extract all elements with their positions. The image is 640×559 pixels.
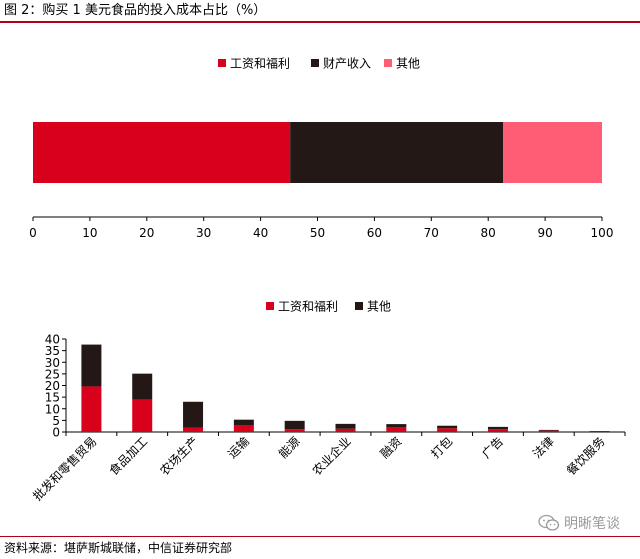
legend-label-1: 财产收入 [323, 57, 371, 71]
watermark-text: 明晰笔谈 [564, 516, 620, 532]
y-tick-label-8: 40 [45, 333, 60, 347]
legend-swatch-1 [311, 59, 319, 67]
bar-2-1 [183, 401, 204, 428]
x-tick-label-0: 0 [29, 226, 37, 240]
category-label-8: 广告 [479, 434, 506, 461]
bar-2-0 [183, 427, 204, 432]
bar-segment-0 [33, 122, 291, 183]
legend-swatch-2 [384, 59, 392, 67]
y-tick-label-5: 25 [45, 367, 60, 381]
x-tick-label-5: 50 [310, 226, 325, 240]
bar-7-1 [437, 425, 458, 429]
bar-9-1 [538, 429, 559, 431]
category-label-4: 能源 [276, 434, 303, 461]
bar-8-0 [487, 429, 508, 432]
bar-0-1 [81, 344, 102, 387]
legend-swatch-0 [266, 302, 274, 310]
wechat-icon [538, 514, 560, 531]
y-tick-label-2: 10 [45, 402, 60, 416]
bar-3-0 [233, 425, 254, 432]
bar-6-1 [386, 424, 407, 428]
legend-label-0: 工资和福利 [278, 299, 338, 314]
bar-6-0 [386, 427, 407, 432]
category-label-7: 打包 [428, 434, 455, 461]
x-tick-label-9: 90 [537, 226, 552, 240]
category-label-6: 融资 [378, 434, 405, 461]
category-label-2: 农场生产 [157, 434, 201, 478]
y-tick-label-6: 30 [45, 356, 60, 370]
category-label-1: 食品加工 [106, 434, 151, 479]
bar-segment-1 [290, 122, 503, 183]
source-note: 资料来源：堪萨斯城联储，中信证券研究部 [4, 541, 233, 555]
legend-label-2: 其他 [396, 57, 420, 71]
bar-9-0 [538, 430, 559, 432]
bar-1-0 [132, 399, 153, 432]
source-rule [0, 536, 640, 537]
y-tick-label-0: 0 [52, 426, 60, 440]
legend-label-0: 工资和福利 [230, 56, 290, 71]
y-tick-label-4: 20 [45, 379, 60, 393]
category-label-10: 餐饮服务 [563, 434, 608, 479]
x-tick-label-1: 10 [82, 226, 97, 240]
category-label-0: 批发和零售贸易 [30, 434, 100, 504]
bar-0-0 [81, 386, 102, 432]
x-tick-label-10: 100 [591, 226, 614, 240]
y-tick-label-3: 15 [45, 391, 60, 405]
bar-4-0 [284, 429, 305, 432]
x-tick-label-8: 80 [481, 226, 496, 240]
chart-input-cost-share: 工资和福利 财产收入 其他 0 10 20 30 40 50 60 70 80 90 100 [29, 56, 614, 241]
bar-3-1 [233, 419, 254, 426]
legend-swatch-1 [355, 302, 363, 310]
category-label-5: 农业企业 [309, 434, 354, 479]
bar-5-1 [335, 423, 356, 429]
bar-4-1 [284, 420, 305, 430]
bar-5-0 [335, 428, 356, 432]
y-tick-label-7: 35 [45, 344, 60, 358]
watermark: 明晰笔谈 [538, 512, 620, 534]
x-tick-label-3: 30 [196, 226, 211, 240]
y-tick-label-1: 5 [52, 414, 60, 428]
category-label-9: 法律 [530, 434, 557, 461]
bar-8-1 [487, 426, 508, 430]
x-tick-label-6: 60 [367, 226, 382, 240]
x-tick-label-4: 40 [253, 226, 268, 240]
bar-1-1 [132, 373, 153, 400]
bar-7-0 [437, 428, 458, 432]
title-rule [0, 21, 640, 23]
category-label-3: 运输 [224, 434, 252, 462]
x-tick-label-7: 70 [424, 226, 439, 240]
legend-swatch-0 [218, 59, 226, 67]
legend-label-1: 其他 [367, 300, 391, 314]
bar-segment-2 [502, 122, 602, 183]
x-tick-label-2: 20 [139, 226, 154, 240]
figure-title: 图 2：购买 1 美元食品的投入成本占比（%） [4, 3, 267, 18]
